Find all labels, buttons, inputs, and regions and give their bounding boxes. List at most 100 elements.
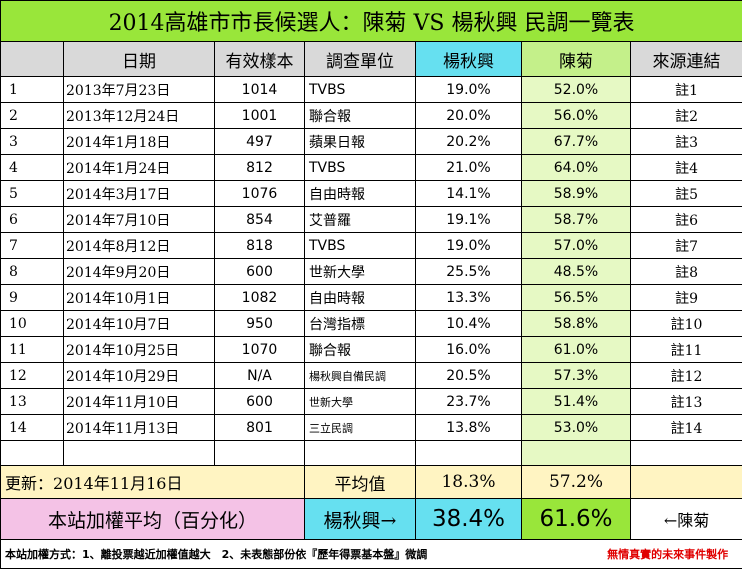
average-label: 平均值 (304, 465, 416, 499)
row-chen: 58.9% (521, 180, 631, 207)
row-chen: 56.0% (521, 102, 631, 129)
row-yang: 23.7% (415, 388, 522, 415)
row-sample: 1014 (214, 76, 305, 103)
table-row: 10 2014年10月7日 950 台灣指標 10.4% 58.8% 註10 (0, 310, 742, 337)
row-yang: 14.1% (415, 180, 522, 207)
row-source-link[interactable]: 註8 (629, 258, 742, 285)
row-date: 2014年8月12日 (63, 232, 215, 259)
row-date: 2014年10月1日 (63, 284, 215, 311)
credit: 無情真實的未來事件製作 (607, 548, 729, 561)
weighting-method: 本站加權方式：1、離投票越近加權值越大 2、未表態部份依『歷年得票基本盤』微調 (5, 548, 428, 561)
table-row: 2 2013年12月24日 1001 聯合報 20.0% 56.0% 註2 (0, 102, 742, 129)
row-index: 13 (0, 388, 64, 415)
row-sample: N/A (214, 362, 305, 389)
row-date: 2014年7月10日 (63, 206, 215, 233)
row-source-link[interactable]: 註13 (629, 388, 742, 415)
update-date: 2014年11月16日 (53, 474, 183, 493)
row-source-link[interactable]: 註10 (629, 310, 742, 337)
update-cell: 更新：2014年11月16日 (0, 465, 305, 499)
average-row: 更新：2014年11月16日 平均值 18.3% 57.2% (0, 465, 742, 499)
row-source-link[interactable]: 註3 (629, 128, 742, 155)
row-source-link[interactable]: 註7 (629, 232, 742, 259)
row-date: 2014年10月7日 (63, 310, 215, 337)
header-sample: 有效樣本 (214, 41, 305, 77)
row-unit: 蘋果日報 (304, 128, 416, 155)
row-index: 11 (0, 336, 64, 363)
row-source-link[interactable]: 註6 (629, 206, 742, 233)
row-unit: 聯合報 (304, 102, 416, 129)
weighted-chen: 61.6% (521, 498, 631, 540)
row-date: 2014年1月18日 (63, 128, 215, 155)
row-unit: 台灣指標 (304, 310, 416, 337)
row-unit: 自由時報 (304, 180, 416, 207)
row-date: 2014年1月24日 (63, 154, 215, 181)
footer-row: 本站加權方式：1、離投票越近加權值越大 2、未表態部份依『歷年得票基本盤』微調 … (0, 539, 742, 569)
row-index: 6 (0, 206, 64, 233)
row-chen: 52.0% (521, 76, 631, 103)
blank-cell (0, 440, 64, 466)
table-row: 12 2014年10月29日 N/A 楊秋興自備民調 20.5% 57.3% 註12 (0, 362, 742, 389)
row-sample: 1070 (214, 336, 305, 363)
row-chen: 51.4% (521, 388, 631, 415)
row-source-link[interactable]: 註11 (629, 336, 742, 363)
row-sample: 854 (214, 206, 305, 233)
row-yang: 20.2% (415, 128, 522, 155)
row-chen: 58.8% (521, 310, 631, 337)
row-yang: 10.4% (415, 310, 522, 337)
average-empty (629, 465, 742, 499)
row-date: 2014年11月10日 (63, 388, 215, 415)
blank-row (0, 440, 742, 466)
blank-cell (63, 440, 215, 466)
row-unit: TVBS (304, 76, 416, 103)
row-unit: 聯合報 (304, 336, 416, 363)
row-yang: 25.5% (415, 258, 522, 285)
row-index: 8 (0, 258, 64, 285)
row-unit: 楊秋興自備民調 (304, 362, 416, 389)
row-source-link[interactable]: 註2 (629, 102, 742, 129)
row-chen: 67.7% (521, 128, 631, 155)
table-row: 9 2014年10月1日 1082 自由時報 13.3% 56.5% 註9 (0, 284, 742, 311)
row-source-link[interactable]: 註9 (629, 284, 742, 311)
row-date: 2014年3月17日 (63, 180, 215, 207)
row-date: 2014年9月20日 (63, 258, 215, 285)
row-index: 4 (0, 154, 64, 181)
row-date: 2013年7月23日 (63, 76, 215, 103)
table-row: 7 2014年8月12日 818 TVBS 19.0% 57.0% 註7 (0, 232, 742, 259)
row-yang: 20.0% (415, 102, 522, 129)
row-source-link[interactable]: 註5 (629, 180, 742, 207)
row-sample: 497 (214, 128, 305, 155)
row-source-link[interactable]: 註12 (629, 362, 742, 389)
row-sample: 818 (214, 232, 305, 259)
row-chen: 58.7% (521, 206, 631, 233)
row-yang: 13.8% (415, 414, 522, 441)
blank-cell (415, 440, 522, 466)
row-date: 2014年10月25日 (63, 336, 215, 363)
row-source-link[interactable]: 註4 (629, 154, 742, 181)
row-index: 12 (0, 362, 64, 389)
sheet-title: 2014高雄市市長候選人：陳菊 VS 楊秋興 民調一覽表 (0, 0, 742, 42)
table-row: 3 2014年1月18日 497 蘋果日報 20.2% 67.7% 註3 (0, 128, 742, 155)
blank-cell (214, 440, 305, 466)
row-chen: 48.5% (521, 258, 631, 285)
row-source-link[interactable]: 註14 (629, 414, 742, 441)
weighted-yang-label: 楊秋興→ (304, 498, 416, 540)
table-row: 11 2014年10月25日 1070 聯合報 16.0% 61.0% 註11 (0, 336, 742, 363)
table-row: 4 2014年1月24日 812 TVBS 21.0% 64.0% 註4 (0, 154, 742, 181)
row-sample: 812 (214, 154, 305, 181)
row-unit: 世新大學 (304, 388, 416, 415)
row-sample: 801 (214, 414, 305, 441)
row-date: 2013年12月24日 (63, 102, 215, 129)
row-index: 3 (0, 128, 64, 155)
weighted-label: 本站加權平均（百分化） (0, 498, 305, 540)
weighted-chen-label: ←陳菊 (629, 498, 742, 540)
row-source-link[interactable]: 註1 (629, 76, 742, 103)
table-row: 5 2014年3月17日 1076 自由時報 14.1% 58.9% 註5 (0, 180, 742, 207)
blank-cell (521, 440, 631, 466)
blank-cell (629, 440, 742, 466)
row-sample: 1082 (214, 284, 305, 311)
row-sample: 600 (214, 388, 305, 415)
row-index: 9 (0, 284, 64, 311)
row-yang: 20.5% (415, 362, 522, 389)
table-row: 13 2014年11月10日 600 世新大學 23.7% 51.4% 註13 (0, 388, 742, 415)
row-yang: 13.3% (415, 284, 522, 311)
